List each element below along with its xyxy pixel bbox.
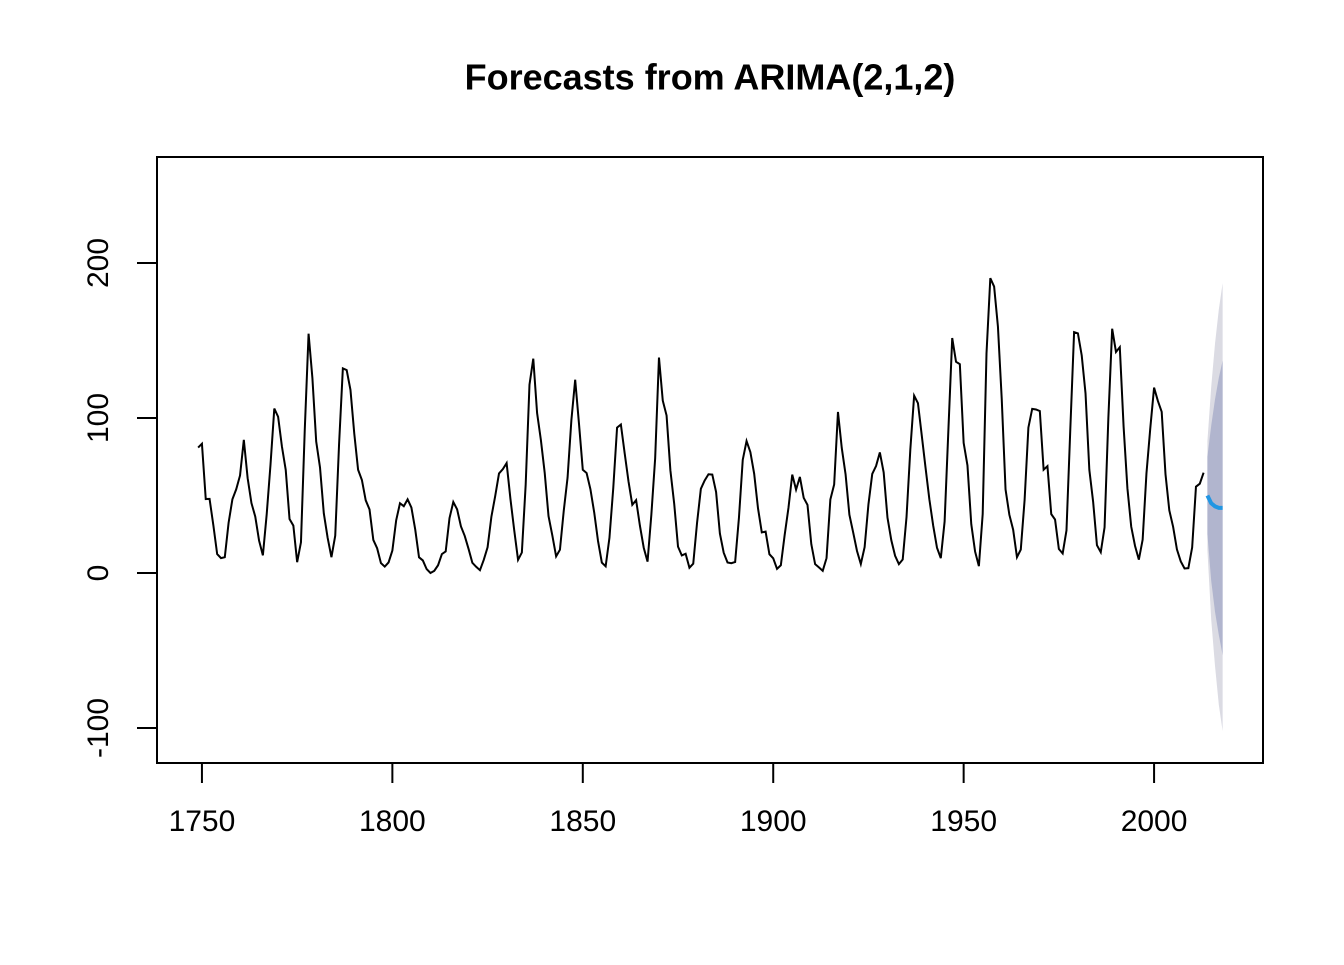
x-tick-label: 1900 — [740, 805, 807, 838]
x-tick-label: 1850 — [549, 805, 616, 838]
x-tick-label: 1800 — [359, 805, 426, 838]
y-tick-label: -100 — [82, 698, 115, 758]
y-tick-label: 100 — [82, 393, 115, 443]
y-tick-label: 0 — [82, 565, 115, 582]
y-tick-label: 200 — [82, 238, 115, 288]
x-tick-label: 2000 — [1121, 805, 1188, 838]
series-line — [197, 277, 1205, 575]
x-tick-label: 1950 — [930, 805, 997, 838]
x-tick-label: 1750 — [169, 805, 236, 838]
plot-frame — [156, 156, 1264, 764]
chart-title: Forecasts from ARIMA(2,1,2) — [465, 57, 956, 98]
forecast-mean — [1205, 494, 1223, 510]
